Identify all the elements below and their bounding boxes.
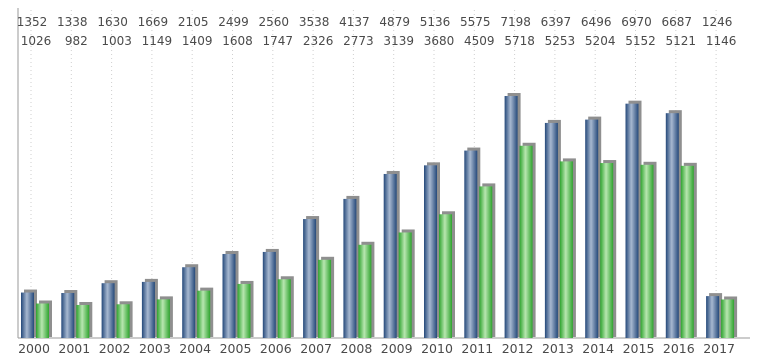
bar-series2-2004 — [197, 290, 211, 338]
value-label-series2-2001: 982 — [65, 34, 88, 48]
bar-series1-2000 — [21, 292, 34, 338]
value-label-series2-2015: 5152 — [625, 34, 656, 48]
value-label-series2-2008: 2773 — [343, 34, 374, 48]
bars-layer — [21, 93, 738, 338]
bar-series1-2016 — [665, 113, 679, 338]
bar-series2-2012 — [519, 145, 533, 338]
x-tick-label-2010: 2010 — [421, 341, 453, 355]
value-label-series2-2013: 5253 — [545, 34, 576, 48]
value-label-series2-2003: 1149 — [142, 34, 173, 48]
bar-series1-2002 — [101, 283, 115, 338]
bar-series2-2005 — [237, 283, 251, 338]
value-label-series2-2014: 5204 — [585, 34, 616, 48]
bar-series1-2010 — [424, 165, 437, 338]
bar-series2-2011 — [479, 186, 493, 338]
bar-series1-2013 — [544, 122, 558, 338]
x-tick-label-2012: 2012 — [502, 341, 534, 355]
bar-series1-2005 — [222, 253, 236, 338]
value-label-series1-2003: 1669 — [138, 15, 169, 29]
value-label-series1-2004: 2105 — [178, 15, 209, 29]
x-tick-label-2015: 2015 — [623, 341, 655, 355]
bar-series1-2012 — [504, 96, 518, 338]
value-label-series2-2011: 4509 — [464, 34, 495, 48]
bar-series2-2008 — [358, 244, 372, 338]
x-tick-label-2014: 2014 — [582, 341, 614, 355]
value-label-series2-2007: 2326 — [303, 34, 334, 48]
x-tick-label-2007: 2007 — [300, 341, 332, 355]
bar-series2-2003 — [156, 299, 170, 338]
value-label-series2-2002: 1003 — [101, 34, 132, 48]
value-label-series2-2010: 3680 — [424, 34, 455, 48]
value-label-series1-2017: 1246 — [702, 15, 733, 29]
value-label-series1-2005: 2499 — [218, 15, 249, 29]
x-tick-labels-layer: 2000 2001 2002 2003 2004 2005 2006 2007 2008 2009… — [18, 341, 735, 355]
x-tick-label-2013: 2013 — [542, 341, 574, 355]
bar-series2-2014 — [600, 163, 614, 338]
x-tick-label-2005: 2005 — [220, 341, 252, 355]
x-tick-label-2003: 2003 — [139, 341, 171, 355]
bar-series1-2009 — [383, 173, 397, 338]
value-label-series2-2016: 5121 — [666, 34, 697, 48]
x-tick-label-2017: 2017 — [703, 341, 735, 355]
value-label-series1-2001: 1338 — [57, 15, 88, 29]
bar-series1-2007 — [303, 219, 317, 338]
value-label-series1-2008: 4137 — [339, 15, 370, 29]
bar-series2-2007 — [318, 259, 332, 338]
value-label-series1-2010: 5136 — [420, 15, 451, 29]
x-tick-label-2002: 2002 — [99, 341, 131, 355]
value-label-series1-2000: 1352 — [17, 15, 48, 29]
bar-series2-2001 — [76, 304, 90, 338]
value-label-series2-2000: 1026 — [21, 34, 52, 48]
bar-series2-2016 — [680, 165, 694, 338]
value-label-series2-2004: 1409 — [182, 34, 213, 48]
bar-series1-2014 — [585, 119, 599, 338]
x-tick-label-2011: 2011 — [461, 341, 493, 355]
bar-series2-2015 — [640, 164, 654, 338]
x-tick-label-2009: 2009 — [381, 341, 413, 355]
value-label-series1-2016: 6687 — [662, 15, 693, 29]
x-tick-label-2004: 2004 — [179, 341, 211, 355]
value-label-series1-2015: 6970 — [621, 15, 652, 29]
bar-series2-2010 — [439, 214, 452, 338]
bar-series1-2006 — [262, 251, 276, 338]
value-label-series1-2011: 5575 — [460, 15, 491, 29]
bar-series2-2013 — [559, 161, 573, 338]
x-tick-label-2016: 2016 — [663, 341, 695, 355]
value-label-series2-2012: 5718 — [504, 34, 535, 48]
value-label-series2-2009: 3139 — [383, 34, 414, 48]
value-label-series1-2012: 7198 — [500, 15, 531, 29]
bar-series2-2017 — [721, 299, 735, 338]
bar-series2-2006 — [277, 279, 291, 338]
value-label-series2-2006: 1747 — [263, 34, 294, 48]
value-label-series1-2014: 6496 — [581, 15, 612, 29]
bar-series1-2017 — [706, 296, 720, 338]
bar-series2-2009 — [398, 232, 412, 338]
value-labels-layer: 1352 1026 1338 982 1630 1003 1669 1149 2105 1409 2… — [17, 15, 737, 48]
bar-series2-2002 — [116, 304, 130, 338]
bar-series1-2003 — [141, 281, 155, 338]
value-label-series1-2002: 1630 — [97, 15, 128, 29]
bar-series1-2011 — [464, 150, 478, 338]
x-tick-label-2000: 2000 — [18, 341, 50, 355]
bar-series1-2008 — [343, 198, 357, 338]
value-label-series1-2006: 2560 — [259, 15, 290, 29]
bar-series1-2015 — [625, 103, 639, 338]
bar-series2-2000 — [36, 303, 49, 338]
value-label-series1-2009: 4879 — [379, 15, 410, 29]
bar-series1-2004 — [182, 267, 196, 338]
x-tick-label-2008: 2008 — [340, 341, 372, 355]
bar-series1-2001 — [61, 293, 75, 338]
value-label-series1-2013: 6397 — [541, 15, 572, 29]
x-tick-label-2001: 2001 — [58, 341, 90, 355]
value-label-series2-2017: 1146 — [706, 34, 737, 48]
value-label-series1-2007: 3538 — [299, 15, 330, 29]
x-tick-label-2006: 2006 — [260, 341, 292, 355]
value-label-series2-2005: 1608 — [222, 34, 253, 48]
